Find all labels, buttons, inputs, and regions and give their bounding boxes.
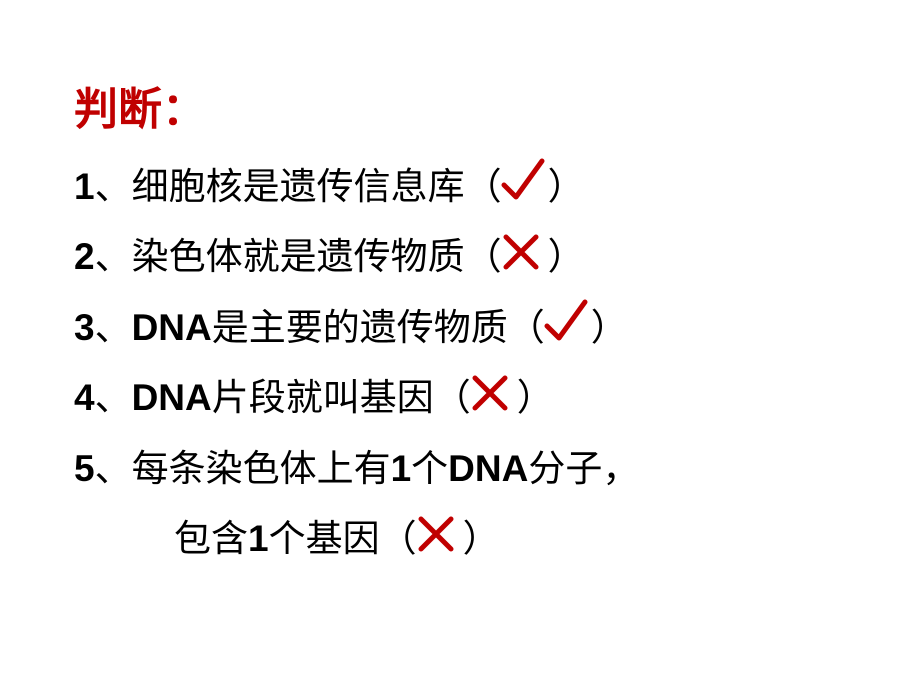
- close-paren: ）: [548, 237, 585, 278]
- cross-icon: [498, 225, 548, 275]
- item-number: 5: [74, 448, 95, 489]
- answer-mark-4: [471, 378, 517, 418]
- item-separator: 、: [95, 449, 132, 490]
- item-separator: 、: [95, 237, 132, 278]
- open-paren: （: [380, 519, 417, 560]
- answer-mark-5: [417, 519, 463, 559]
- judge-item-5-line1: 5、每条染色体上有1个DNA分子，: [74, 441, 920, 498]
- answer-mark-2: [502, 237, 548, 277]
- close-paren: ）: [591, 308, 628, 349]
- answer-mark-1: [502, 167, 548, 207]
- item-text: 染色体就是遗传物质: [132, 237, 465, 278]
- item-text-5b: 包含1个基因: [174, 519, 380, 560]
- item-latin: DNA: [132, 307, 212, 348]
- item-separator: 、: [95, 167, 132, 208]
- cross-icon: [467, 366, 517, 416]
- heading-text: 判断：: [74, 85, 206, 134]
- cross-icon: [413, 507, 463, 557]
- judge-item-5-line2: 包含1个基因（ ）: [174, 511, 920, 568]
- item-number: 1: [74, 166, 95, 207]
- close-paren: ）: [463, 519, 500, 560]
- open-paren: （: [508, 308, 545, 349]
- item-text: 是主要的遗传物质: [212, 308, 508, 349]
- judge-item-3: 3、DNA是主要的遗传物质（ ）: [74, 300, 920, 357]
- heading-judge: 判断：: [74, 84, 920, 137]
- item-number: 4: [74, 377, 95, 418]
- check-icon: [498, 155, 552, 209]
- judge-item-2: 2、染色体就是遗传物质（ ）: [74, 229, 920, 286]
- check-icon: [541, 296, 595, 350]
- slide-page: 判断： 1、细胞核是遗传信息库（ ） 2、染色体就是遗传物质（ ） 3、DNA是…: [0, 0, 920, 690]
- item-separator: 、: [95, 308, 132, 349]
- judge-item-1: 1、细胞核是遗传信息库（ ）: [74, 159, 920, 216]
- item-latin: DNA: [132, 377, 212, 418]
- answer-mark-3: [545, 308, 591, 348]
- open-paren: （: [465, 167, 502, 208]
- open-paren: （: [434, 378, 471, 419]
- item-text: 片段就叫基因: [212, 378, 434, 419]
- item-separator: 、: [95, 378, 132, 419]
- close-paren: ）: [548, 167, 585, 208]
- judge-item-4: 4、DNA片段就叫基因（ ）: [74, 370, 920, 427]
- item-number: 2: [74, 236, 95, 277]
- item-text-5a: 每条染色体上有1个DNA分子，: [132, 449, 640, 490]
- item-number: 3: [74, 307, 95, 348]
- item-text: 细胞核是遗传信息库: [132, 167, 465, 208]
- open-paren: （: [465, 237, 502, 278]
- close-paren: ）: [517, 378, 554, 419]
